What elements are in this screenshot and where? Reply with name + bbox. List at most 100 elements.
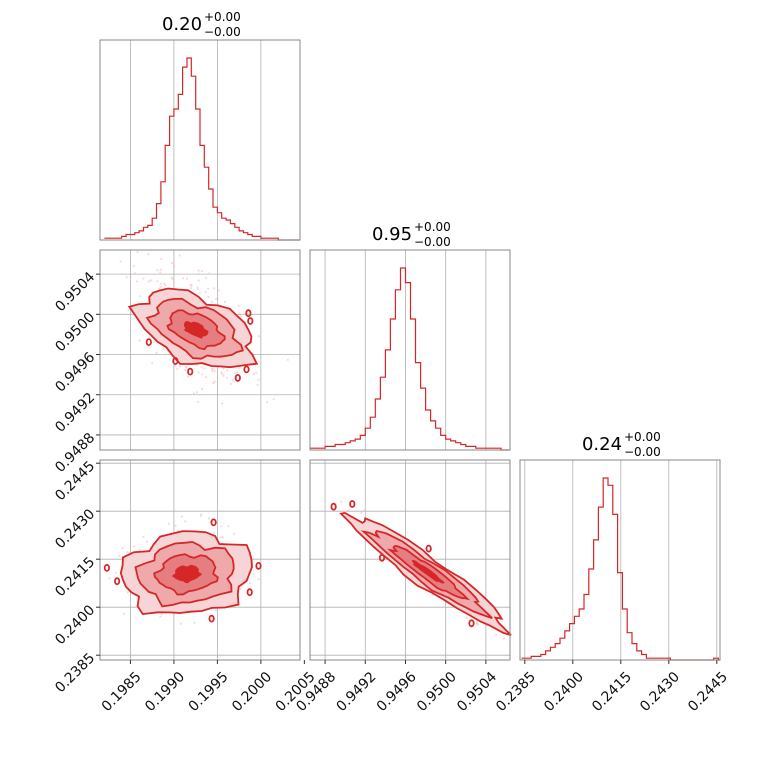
sample-point — [148, 280, 151, 283]
sample-point — [197, 279, 200, 282]
sample-point — [132, 264, 135, 267]
contour-island — [330, 502, 337, 511]
sample-point — [465, 616, 468, 620]
panel-frame — [309, 249, 511, 451]
x-tick-label: 0.9492 — [334, 669, 380, 715]
sample-point — [227, 525, 230, 528]
hist-panel-0: 0.20 +0.00−0.00 — [99, 10, 301, 241]
sample-point — [257, 378, 260, 381]
contour-island — [468, 619, 475, 628]
sample-point — [192, 392, 196, 395]
sample-point — [196, 288, 199, 291]
sample-point — [182, 277, 185, 280]
sample-point — [115, 571, 118, 574]
sample-point — [340, 501, 343, 504]
sample-point — [155, 351, 158, 354]
sample-point — [204, 290, 207, 294]
sample-point — [156, 280, 159, 283]
y-tick-label: 0.9500 — [52, 309, 98, 355]
density-fill-level-3 — [172, 564, 202, 584]
sample-point — [145, 540, 148, 543]
sample-point — [156, 269, 159, 272]
sample-point — [238, 311, 241, 314]
sample-point — [142, 535, 145, 538]
sample-point — [229, 382, 232, 385]
sample-point — [190, 286, 193, 290]
sample-point — [210, 367, 213, 370]
sample-point — [138, 548, 141, 551]
contour-island — [208, 614, 215, 623]
sample-point — [159, 615, 162, 618]
sample-point — [136, 250, 139, 254]
x-tick-label: 0.9496 — [374, 669, 420, 715]
sample-point — [196, 286, 199, 289]
sample-point — [123, 612, 126, 616]
sample-point — [183, 368, 186, 372]
sample-point — [138, 295, 141, 298]
sample-point — [220, 371, 223, 374]
contour-island — [103, 564, 111, 572]
contour-island — [255, 562, 262, 570]
sample-point — [126, 551, 129, 554]
contour-line-0 — [339, 511, 512, 636]
sample-point — [197, 371, 200, 374]
sample-point — [197, 400, 200, 403]
sample-point — [189, 284, 192, 287]
sample-point — [223, 300, 226, 303]
sample-point — [198, 291, 201, 294]
sample-point — [210, 300, 213, 303]
sample-point — [142, 277, 145, 280]
title-value: 0.24 — [582, 434, 622, 455]
sample-point — [200, 270, 204, 273]
contour-line-2 — [166, 309, 226, 351]
y-tick-label: 0.2415 — [52, 554, 98, 600]
contour-island — [245, 309, 252, 318]
sample-point — [150, 279, 153, 282]
contour-line-2 — [387, 545, 471, 601]
sample-point — [221, 373, 224, 376]
sample-point — [125, 276, 128, 279]
sample-point — [184, 366, 188, 369]
sample-point — [212, 381, 215, 385]
x-tick-label: 0.1985 — [99, 669, 145, 715]
density-fill-level-3 — [183, 321, 209, 339]
contour-island — [247, 317, 254, 325]
x-tick-label: 0.9500 — [414, 669, 460, 715]
panel-frame — [519, 459, 721, 661]
title-upper-error: +0.00 — [204, 10, 241, 24]
sample-point — [203, 367, 206, 370]
title-lower-error: −0.00 — [204, 25, 241, 39]
sample-point — [193, 621, 196, 624]
sample-point — [225, 376, 229, 379]
x-tick-label: 0.2400 — [541, 669, 587, 715]
sample-point — [237, 304, 240, 307]
sample-point — [476, 623, 479, 626]
sample-point — [257, 335, 260, 338]
contour-island — [246, 588, 253, 597]
y-tick-label: 0.2430 — [52, 506, 98, 552]
contour-island — [234, 373, 241, 382]
sample-point — [178, 254, 181, 257]
sample-point — [162, 348, 165, 351]
panel-frame — [99, 249, 301, 451]
sample-point — [239, 315, 242, 318]
sample-point — [208, 272, 211, 275]
title-upper-error: +0.00 — [414, 220, 451, 234]
sample-point — [249, 582, 252, 585]
pair-panel-2_1 — [309, 459, 512, 661]
sample-point — [186, 277, 189, 280]
sample-point — [217, 289, 220, 292]
sample-point — [153, 340, 156, 343]
panel-frame — [99, 39, 301, 241]
sample-point — [205, 376, 208, 379]
sample-point — [135, 280, 139, 283]
sample-point — [184, 520, 187, 523]
sample-point — [211, 369, 214, 372]
sample-point — [222, 374, 225, 377]
sample-point — [257, 578, 260, 581]
sample-point — [234, 372, 237, 375]
sample-point — [252, 372, 255, 375]
